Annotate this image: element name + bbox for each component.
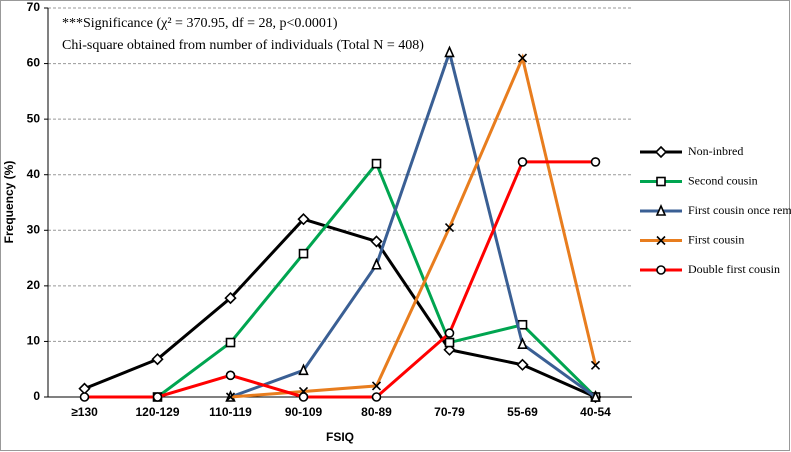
y-tick-label: 30 bbox=[27, 222, 41, 236]
marker bbox=[371, 381, 382, 391]
marker bbox=[225, 370, 236, 381]
y-tick-label: 10 bbox=[27, 334, 41, 348]
marker bbox=[371, 392, 382, 402]
marker bbox=[656, 235, 666, 246]
legend-label: Second cousin bbox=[688, 173, 758, 187]
marker bbox=[151, 353, 164, 366]
annotation: ***Significance (χ² = 370.95, df = 28, p… bbox=[62, 16, 338, 31]
x-tick-label: 110-119 bbox=[209, 405, 252, 419]
marker bbox=[371, 158, 382, 169]
x-tick-label: 90-109 bbox=[285, 405, 323, 419]
y-tick-label: 20 bbox=[27, 278, 41, 292]
legend-label: First cousin bbox=[688, 232, 744, 246]
marker bbox=[298, 392, 309, 402]
x-tick-label: 70-79 bbox=[434, 405, 465, 419]
marker bbox=[517, 53, 528, 63]
marker bbox=[224, 291, 237, 305]
marker bbox=[79, 392, 90, 402]
marker bbox=[444, 45, 455, 58]
marker bbox=[590, 360, 601, 370]
marker bbox=[225, 337, 236, 348]
y-axis-label: Frequency (%) bbox=[2, 161, 16, 244]
series-line bbox=[84, 160, 596, 399]
x-tick-label: 40-54 bbox=[580, 405, 611, 419]
x-tick-label: ≥130 bbox=[71, 405, 98, 419]
marker bbox=[517, 337, 528, 350]
y-tick-label: 0 bbox=[33, 389, 40, 403]
marker bbox=[297, 213, 310, 226]
marker bbox=[298, 248, 309, 259]
series-line bbox=[229, 47, 597, 399]
marker bbox=[590, 390, 601, 402]
series-line bbox=[83, 217, 597, 399]
marker bbox=[444, 222, 455, 233]
y-tick-label: 50 bbox=[27, 111, 41, 125]
marker bbox=[298, 363, 309, 376]
legend-label: Double first cousin bbox=[688, 262, 780, 276]
marker bbox=[590, 157, 601, 167]
marker bbox=[516, 358, 529, 371]
x-tick-label: 55-69 bbox=[507, 405, 538, 419]
marker bbox=[444, 328, 455, 338]
legend-label: First cousin once removed bbox=[688, 203, 791, 217]
annotation: Chi-square obtained from number of indiv… bbox=[62, 38, 424, 53]
marker bbox=[444, 337, 455, 348]
x-tick-label: 80-89 bbox=[361, 405, 392, 419]
marker bbox=[517, 157, 528, 167]
marker bbox=[654, 145, 668, 159]
y-tick-label: 60 bbox=[27, 56, 41, 70]
marker bbox=[655, 204, 667, 216]
marker bbox=[225, 392, 236, 402]
marker bbox=[370, 235, 383, 248]
x-tick-label: 120-129 bbox=[135, 405, 179, 419]
legend-label: Non-inbred bbox=[688, 144, 743, 158]
marker bbox=[656, 265, 666, 275]
y-tick-label: 40 bbox=[27, 167, 41, 181]
y-tick-label: 70 bbox=[27, 0, 41, 14]
marker bbox=[371, 257, 382, 270]
marker bbox=[656, 176, 666, 187]
marker bbox=[152, 392, 163, 402]
x-axis-label: FSIQ bbox=[326, 430, 354, 444]
